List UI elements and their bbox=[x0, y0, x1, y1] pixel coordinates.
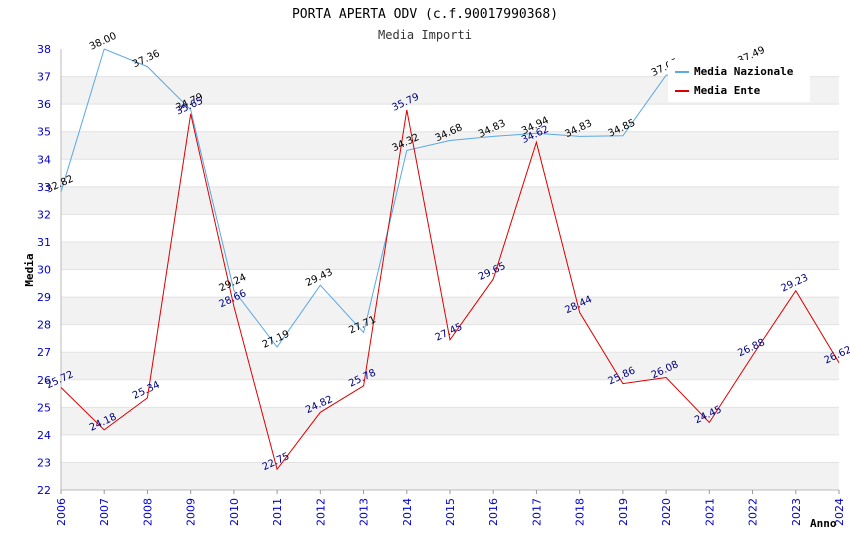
series-line-media-nazionale bbox=[60, 48, 753, 348]
y-tick-label: 36 bbox=[37, 98, 51, 111]
y-tick-label: 29 bbox=[37, 291, 51, 304]
x-tick-label: 2023 bbox=[790, 498, 803, 526]
y-axis-label: Media bbox=[23, 253, 36, 286]
grid-band bbox=[61, 104, 839, 132]
x-tick-label: 2015 bbox=[444, 498, 457, 526]
x-tick-label: 2022 bbox=[747, 498, 760, 526]
chart-title: PORTA APERTA ODV (c.f.90017990368) bbox=[292, 7, 558, 22]
x-tick-label: 2020 bbox=[660, 498, 673, 526]
grid-band bbox=[61, 434, 839, 463]
y-tick-label: 28 bbox=[37, 319, 51, 332]
y-tick-label: 25 bbox=[37, 401, 51, 414]
y-tick-label: 27 bbox=[37, 346, 51, 359]
x-tick-label: 2024 bbox=[833, 498, 846, 526]
y-axis-ticks: 22 23 24 25 26 27 28 29 30 31 32 33 34 35 36 37 38 bbox=[37, 43, 51, 497]
x-tick-label: 2019 bbox=[617, 498, 630, 526]
grid-band bbox=[61, 186, 839, 215]
y-tick-label: 37 bbox=[37, 71, 51, 84]
grid-band bbox=[61, 407, 839, 435]
y-tick-label: 23 bbox=[37, 456, 51, 469]
grid-band bbox=[61, 214, 839, 242]
y-tick-label: 32 bbox=[37, 208, 51, 221]
x-tick-label: 2021 bbox=[703, 498, 716, 526]
series-line-media-ente bbox=[60, 109, 840, 471]
grid-band bbox=[61, 269, 839, 298]
y-tick-label: 35 bbox=[37, 126, 51, 139]
x-axis-ticks: 2006 2007 2008 2009 2010 2011 2012 2013 2014 2015… bbox=[55, 490, 846, 526]
grid-band bbox=[61, 297, 839, 325]
x-tick-label: 2013 bbox=[358, 498, 371, 526]
chart-subtitle: Media Importi bbox=[378, 28, 472, 42]
x-axis-label: Anno bbox=[810, 517, 837, 530]
legend-label-media-nazionale: Media Nazionale bbox=[694, 65, 794, 78]
x-tick-label: 2007 bbox=[98, 498, 111, 526]
y-tick-label: 24 bbox=[37, 429, 51, 442]
grid-band bbox=[61, 131, 839, 160]
x-tick-label: 2008 bbox=[141, 498, 154, 526]
grid-bands bbox=[61, 49, 839, 491]
x-tick-label: 2012 bbox=[314, 498, 327, 526]
x-tick-label: 2006 bbox=[55, 498, 68, 526]
y-tick-label: 26 bbox=[37, 374, 51, 387]
x-tick-label: 2016 bbox=[487, 498, 500, 526]
x-tick-label: 2017 bbox=[530, 498, 543, 526]
x-tick-label: 2014 bbox=[401, 498, 414, 526]
grid-band bbox=[61, 352, 839, 380]
x-tick-label: 2009 bbox=[185, 498, 198, 526]
series-lines bbox=[60, 48, 840, 471]
legend-label-media-ente: Media Ente bbox=[694, 84, 761, 97]
legend: Media Nazionale Media Ente bbox=[668, 60, 810, 102]
x-tick-label: 2018 bbox=[574, 498, 587, 526]
y-tick-label: 31 bbox=[37, 236, 51, 249]
grid-band bbox=[61, 462, 839, 490]
y-tick-label: 33 bbox=[37, 181, 51, 194]
x-tick-label: 2010 bbox=[228, 498, 241, 526]
legend-box bbox=[668, 60, 810, 102]
y-tick-label: 22 bbox=[37, 484, 51, 497]
y-tick-label: 30 bbox=[37, 264, 51, 277]
y-tick-label: 38 bbox=[37, 43, 51, 56]
grid-band bbox=[61, 241, 839, 270]
grid-band bbox=[61, 159, 839, 187]
y-tick-label: 34 bbox=[37, 153, 51, 166]
grid-band bbox=[61, 379, 839, 408]
x-tick-label: 2011 bbox=[271, 498, 284, 526]
